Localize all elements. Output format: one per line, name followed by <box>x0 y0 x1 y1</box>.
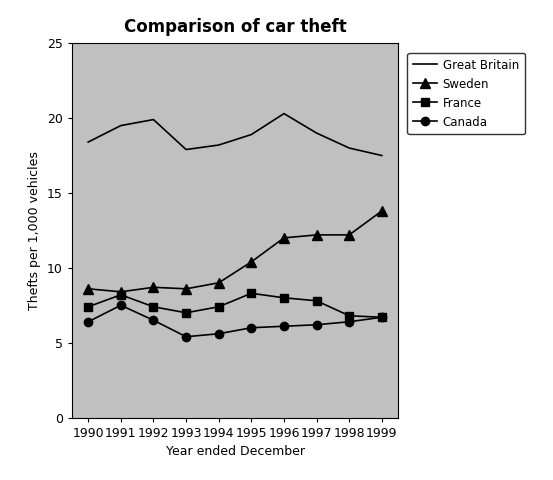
France <box>248 290 255 296</box>
Canada <box>346 319 353 324</box>
France <box>314 298 320 304</box>
Legend: Great Britain, Sweden, France, Canada: Great Britain, Sweden, France, Canada <box>408 53 525 134</box>
France <box>281 295 288 300</box>
Sweden <box>281 235 288 241</box>
Canada <box>85 319 92 324</box>
Sweden <box>216 280 222 286</box>
Sweden <box>346 232 353 238</box>
Great Britain <box>379 153 385 158</box>
Sweden <box>379 208 385 214</box>
Canada <box>314 322 320 328</box>
Line: Great Britain: Great Britain <box>88 114 382 156</box>
Great Britain <box>118 123 124 129</box>
Canada <box>281 324 288 329</box>
France <box>118 292 124 298</box>
Sweden <box>248 259 255 265</box>
Canada <box>118 302 124 308</box>
Great Britain <box>248 132 255 137</box>
Great Britain <box>183 147 190 153</box>
Y-axis label: Thefts per 1,000 vehicles: Thefts per 1,000 vehicles <box>28 151 41 310</box>
Canada <box>216 331 222 336</box>
Sweden <box>183 286 190 292</box>
France <box>183 310 190 316</box>
France <box>85 304 92 310</box>
Line: Canada: Canada <box>84 301 386 341</box>
Great Britain <box>281 111 288 117</box>
Canada <box>150 317 157 323</box>
Great Britain <box>314 130 320 136</box>
Canada <box>183 334 190 340</box>
France <box>216 304 222 310</box>
Sweden <box>85 286 92 292</box>
Sweden <box>118 289 124 295</box>
Great Britain <box>150 117 157 122</box>
Canada <box>379 314 385 320</box>
Line: Sweden: Sweden <box>84 206 387 297</box>
France <box>346 313 353 319</box>
France <box>150 304 157 310</box>
France <box>379 314 385 320</box>
Great Britain <box>346 145 353 151</box>
Sweden <box>150 285 157 290</box>
Title: Comparison of car theft: Comparison of car theft <box>124 18 346 36</box>
Great Britain <box>216 142 222 148</box>
Great Britain <box>85 139 92 145</box>
Sweden <box>314 232 320 238</box>
Line: France: France <box>84 289 386 322</box>
X-axis label: Year ended December: Year ended December <box>165 445 305 458</box>
Canada <box>248 325 255 331</box>
